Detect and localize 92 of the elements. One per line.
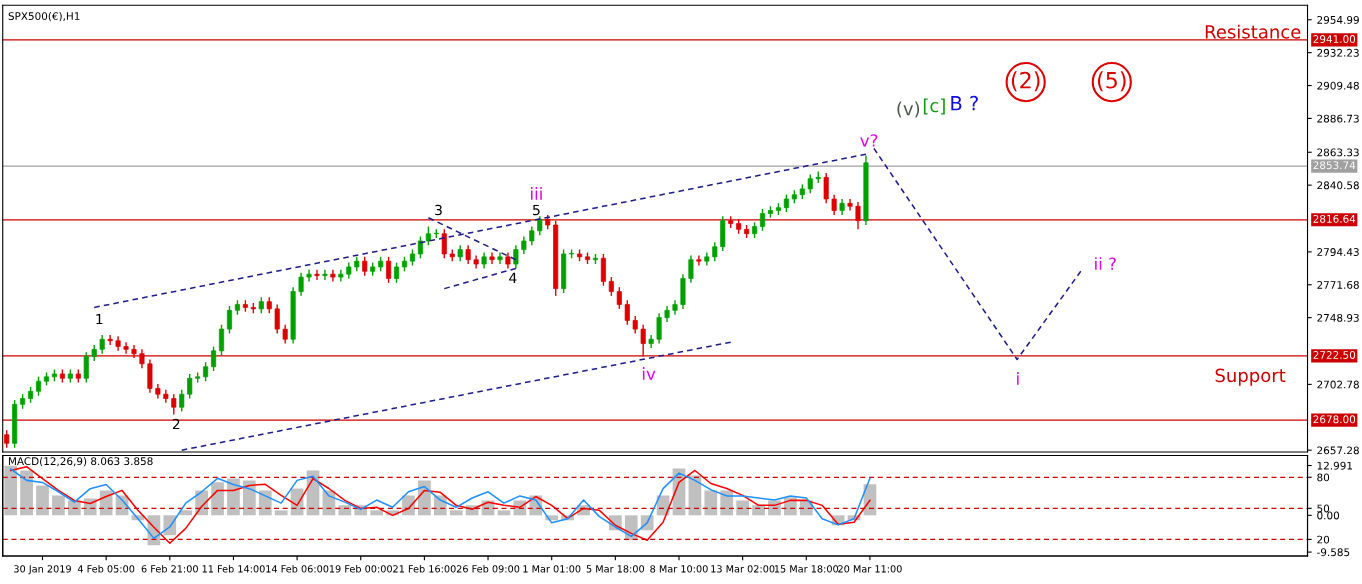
y-tick-label: 2702.78 <box>1317 380 1359 389</box>
bar <box>99 490 113 516</box>
y-tick-label: 2748.93 <box>1317 313 1359 322</box>
bar <box>338 505 352 516</box>
candlestick <box>624 299 630 326</box>
bar <box>20 470 33 516</box>
bar <box>179 510 193 516</box>
bar <box>227 478 240 516</box>
bar <box>211 482 224 516</box>
bar <box>370 510 384 516</box>
x-tick-label: 21 Feb 16:00 <box>393 565 456 573</box>
x-tick-label: 30 Jan 2019 <box>14 565 71 575</box>
bar <box>736 500 749 516</box>
annotation: Support <box>1215 368 1286 386</box>
x-tick-label: 20 Mar 11:00 <box>838 565 902 573</box>
x-tick-label: 8 Mar 10:00 <box>650 565 708 573</box>
y-tick-label: 2886.73 <box>1317 114 1359 123</box>
bar <box>36 485 49 516</box>
y-tick-label: 2771.68 <box>1317 280 1359 289</box>
annotation: v? <box>860 134 878 147</box>
annotation: Resistance <box>1205 24 1301 39</box>
x-tick-label: 5 Mar 18:00 <box>586 565 645 573</box>
y-tick-label: -9.585 <box>1317 548 1350 557</box>
annotation: (5) <box>1097 71 1126 92</box>
x-tick-label: 11 Feb 14:00 <box>202 565 265 573</box>
candlestick <box>171 393 177 416</box>
annotation: 1 <box>96 313 103 325</box>
candlestick <box>179 389 185 413</box>
y-tick-label: 2863.33 <box>1317 148 1359 157</box>
x-tick-label: 1 Mar 01:00 <box>523 565 581 573</box>
annotation: iv <box>642 367 656 380</box>
ref-line-label: 2722.50 <box>1313 351 1356 359</box>
candlestick <box>441 228 447 259</box>
candlestick <box>720 215 726 252</box>
annotation: iii <box>531 187 542 200</box>
x-tick-label: 14 Feb 06:00 <box>266 565 329 573</box>
x-tick-label: 19 Feb 00:00 <box>329 565 392 573</box>
annotation: ii ? <box>1095 257 1116 270</box>
candlestick <box>473 254 479 270</box>
x-tick-label: 15 Mar 18:00 <box>774 565 839 573</box>
annotation: 3 <box>435 204 442 216</box>
ref-line-label: 2816.64 <box>1313 214 1356 223</box>
candlestick <box>362 256 368 277</box>
y-tick-label: 2794.43 <box>1317 248 1359 256</box>
candlestick <box>712 241 718 262</box>
x-tick-label: 13 Mar 02:00 <box>711 565 775 573</box>
annotation: (v) <box>897 101 920 118</box>
y-tick-label: 2932.23 <box>1317 48 1359 57</box>
y-tick-label: 12.991 <box>1317 461 1353 470</box>
annotation: [c] <box>923 98 945 115</box>
candlestick <box>274 303 280 335</box>
ref-line-label: 2941.00 <box>1313 35 1356 43</box>
bar <box>4 465 18 516</box>
candlestick <box>346 261 352 280</box>
candlestick <box>807 173 813 194</box>
candlestick <box>529 225 535 246</box>
annotation: (2) <box>1011 71 1040 92</box>
y-tick-label: 0.00 <box>1317 511 1340 520</box>
bar <box>704 490 718 516</box>
annotation: 4 <box>509 272 517 283</box>
candlestick <box>553 219 559 297</box>
annotation: 2 <box>172 418 180 430</box>
candlestick <box>537 215 543 236</box>
annotation: 5 <box>533 204 540 216</box>
y-tick-label: 2840.58 <box>1317 181 1359 190</box>
candlestick <box>616 286 622 310</box>
y2-tick-label: 50 <box>1317 504 1330 513</box>
candlestick <box>696 254 702 267</box>
y2-tick-label: 80 <box>1317 473 1330 482</box>
bar <box>258 490 272 516</box>
y2-tick-label: 20 <box>1317 535 1330 544</box>
x-tick-label: 26 Feb 09:00 <box>456 565 520 573</box>
candlestick <box>505 251 511 270</box>
y-tick-label: 2954.99 <box>1317 15 1359 24</box>
y-tick-label: 2657.28 <box>1317 446 1359 455</box>
bar <box>274 510 288 516</box>
y-tick-label: 2909.48 <box>1317 81 1359 90</box>
text: SPX500(€),H1 <box>8 11 80 22</box>
annotation: i <box>1017 372 1019 385</box>
x-tick-label: 6 Feb 21:00 <box>141 565 198 573</box>
bar <box>497 510 511 516</box>
ref-line-label: 2678.00 <box>1313 415 1356 424</box>
candlestick <box>704 251 710 267</box>
ref-line-label: 2853.74 <box>1313 161 1356 170</box>
candlestick <box>83 351 89 384</box>
candlestick <box>187 373 193 400</box>
bar <box>449 510 463 516</box>
chart-title: MACD(12,26,9) 8.063 3.858 <box>8 457 153 467</box>
candlestick <box>481 251 487 270</box>
x-tick-label: 4 Feb 05:00 <box>77 565 135 573</box>
annotation: B ? <box>951 95 978 111</box>
bar <box>52 495 65 516</box>
